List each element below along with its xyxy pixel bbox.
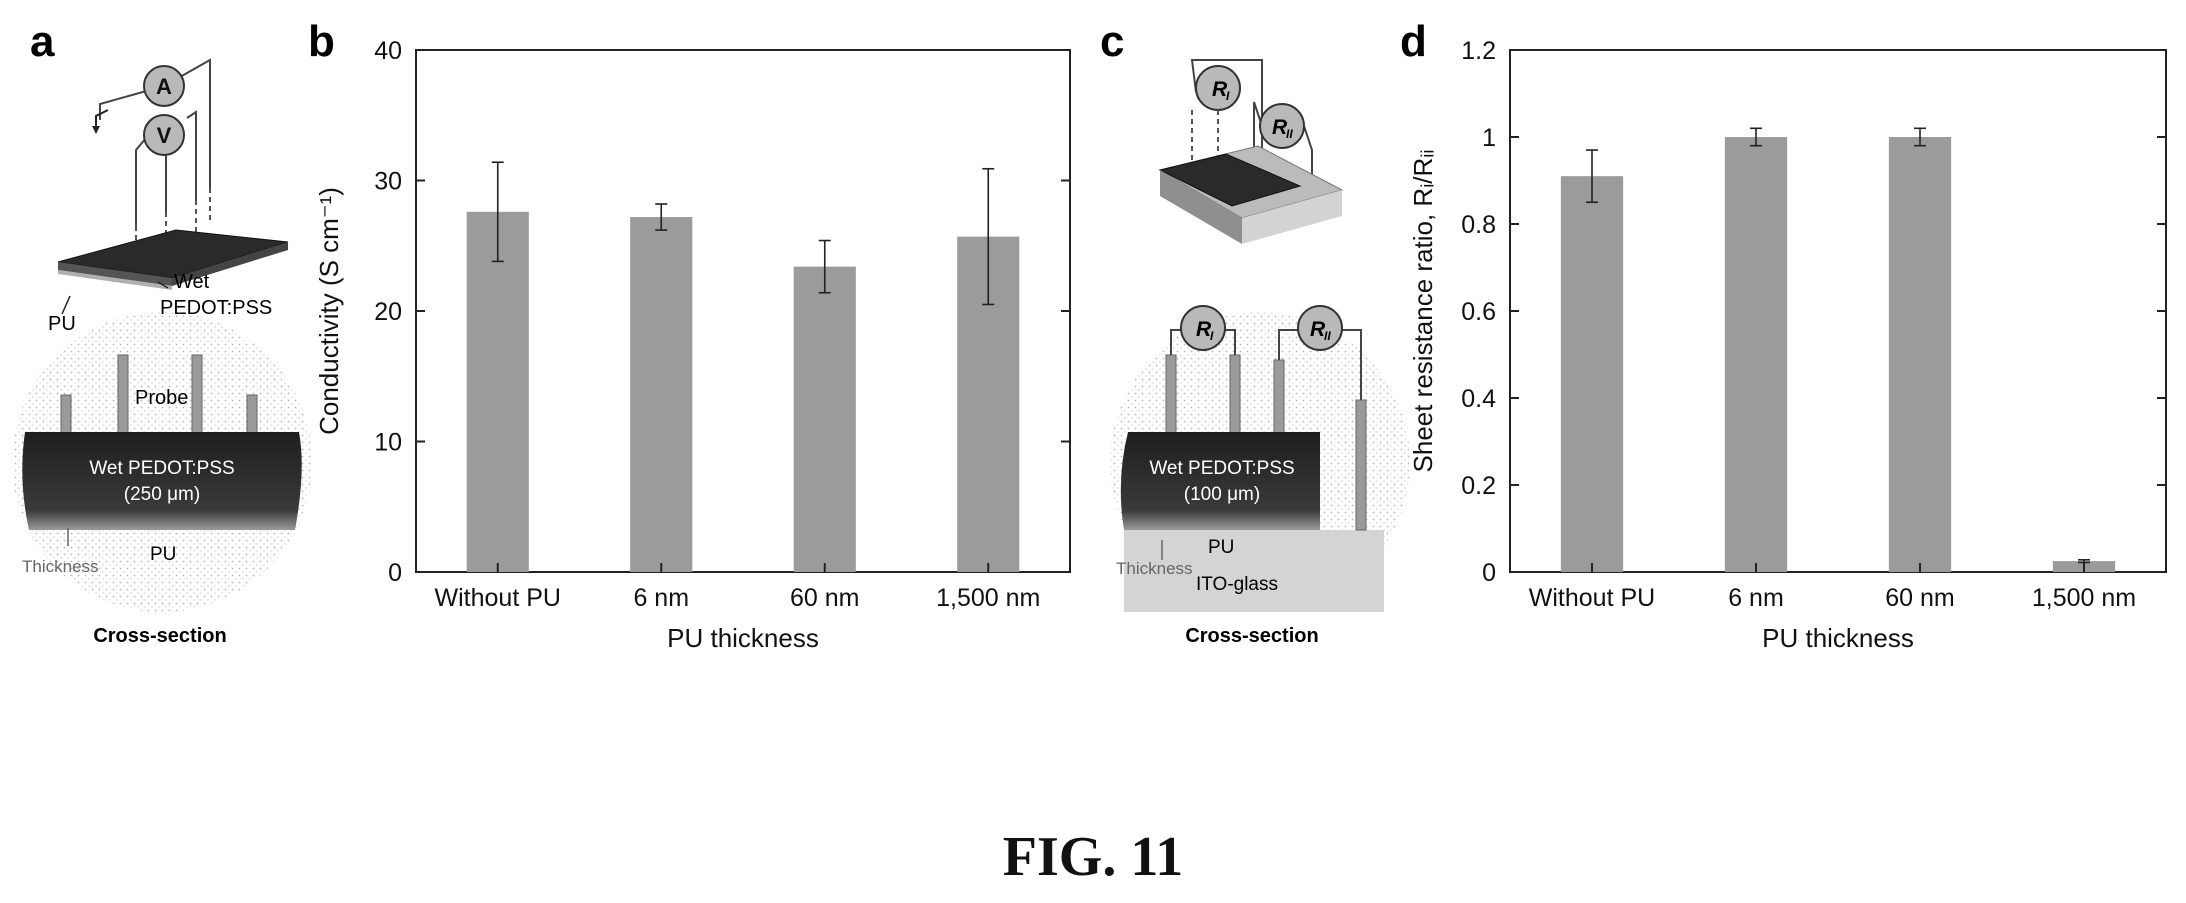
label-thickness-a: Thickness: [22, 557, 99, 576]
y-tick-label: 30: [374, 168, 402, 196]
x-tick-label: 1,500 nm: [2032, 584, 2136, 612]
voltmeter-label: V: [157, 123, 172, 148]
resistor-ii-bottom-label: R: [1310, 318, 1326, 341]
y-tick-label: 10: [374, 429, 402, 457]
cross-section-a: Probe Wet PEDOT:PSS (250 μm) PU Thicknes…: [12, 312, 312, 612]
wet-pedot-layer: [22, 432, 302, 530]
ammeter: A: [143, 65, 185, 107]
label-cross-section-a: Cross-section: [93, 625, 226, 647]
x-axis-title: PU thickness: [667, 623, 819, 653]
cross-section-c: R I R II Wet PEDOT:PSS (100 μm) PU ITO-g…: [1110, 305, 1410, 612]
label-ito: ITO-glass: [1196, 574, 1278, 595]
x-tick-label: 6 nm: [633, 584, 689, 612]
label-layer-thickness-a: (250 μm): [124, 484, 200, 505]
label-pu: PU: [48, 313, 76, 335]
bar: [466, 211, 529, 572]
x-tick-label: 1,500 nm: [936, 584, 1040, 612]
label-thickness-c: Thickness: [1116, 559, 1193, 578]
label-layer-a: Wet PEDOT:PSS: [89, 458, 234, 479]
bar: [1560, 176, 1624, 572]
bar: [630, 217, 693, 573]
bar: [1724, 137, 1788, 572]
resistor-i-top-sub: I: [1226, 89, 1230, 103]
y-tick-label: 20: [374, 298, 402, 326]
resistor-ii-bottom: R II: [1297, 305, 1343, 351]
y-tick-label: 0: [1482, 559, 1496, 587]
bar: [1888, 137, 1952, 572]
resistor-i-bottom: R I: [1180, 305, 1226, 351]
label-probe: Probe: [135, 387, 188, 409]
y-tick-label: 0.8: [1461, 211, 1496, 239]
chart-b: b 0 10 20 30 40 Without PU 6 nm 60 nm 1,500 nm PU…: [308, 17, 1071, 653]
resistor-i-bottom-sub: I: [1210, 329, 1214, 343]
y-axis-title: Sheet resistance ratio, Rᵢ/Rᵢᵢ: [1408, 150, 1438, 473]
resistor-i-bottom-label: R: [1196, 318, 1212, 341]
label-layer-thickness-c: (100 μm): [1184, 484, 1260, 505]
resistor-ii-top: R II: [1259, 103, 1305, 149]
y-tick-label: 40: [374, 37, 402, 65]
y-tick-label: 0.2: [1461, 472, 1496, 500]
bar: [793, 266, 856, 572]
x-tick-label: 6 nm: [1728, 584, 1784, 612]
x-tick-label: 60 nm: [790, 584, 859, 612]
panel-letter-c: c: [1100, 17, 1124, 66]
resistor-ii-top-sub: II: [1286, 127, 1293, 141]
label-pedot: PEDOT:PSS: [160, 297, 272, 319]
panel-letter-a: a: [30, 17, 55, 66]
y-axis-title: Conductivity (S cm⁻¹): [314, 187, 344, 435]
ammeter-label: A: [156, 74, 172, 99]
film-block-c: [1158, 145, 1344, 244]
y-tick-label: 0: [388, 559, 402, 587]
resistor-i-top: R I: [1195, 65, 1241, 111]
resistor-i-top-label: R: [1212, 78, 1228, 101]
x-tick-label: 60 nm: [1885, 584, 1954, 612]
probe-tips: [60, 354, 258, 436]
x-axis-title: PU thickness: [1762, 623, 1914, 653]
y-tick-label: 0.4: [1461, 385, 1496, 413]
y-tick-label: 1.2: [1461, 37, 1496, 65]
voltmeter: V: [143, 114, 185, 156]
resistor-ii-bottom-sub: II: [1324, 329, 1331, 343]
y-tick-label: 1: [1482, 124, 1496, 152]
x-tick-label: Without PU: [1529, 584, 1655, 612]
wet-pedot-layer-c: [1120, 432, 1320, 530]
x-tick-label: Without PU: [435, 584, 561, 612]
panel-letter-d: d: [1400, 17, 1427, 66]
panel-a: a A V: [12, 17, 312, 647]
label-section-pu-a: PU: [150, 544, 176, 565]
panel-c: c R I R II: [1100, 17, 1410, 647]
resistor-wires-top: [1190, 59, 1313, 182]
label-cross-section-c: Cross-section: [1185, 625, 1318, 647]
chart-d: d 0 0.2 0.4 0.6 0.8 1 1.2 Without PU 6 nm 60 nm 1,…: [1400, 17, 2167, 653]
label-layer-c: Wet PEDOT:PSS: [1149, 458, 1294, 479]
panel-letter-b: b: [308, 17, 335, 66]
current-direction-arrow: [95, 109, 109, 128]
figure-caption: FIG. 11: [1002, 826, 1184, 888]
resistor-ii-top-label: R: [1272, 116, 1288, 139]
y-tick-label: 0.6: [1461, 298, 1496, 326]
label-section-pu-c: PU: [1208, 537, 1234, 558]
film-block: [57, 229, 289, 290]
label-wet: Wet: [174, 271, 210, 293]
